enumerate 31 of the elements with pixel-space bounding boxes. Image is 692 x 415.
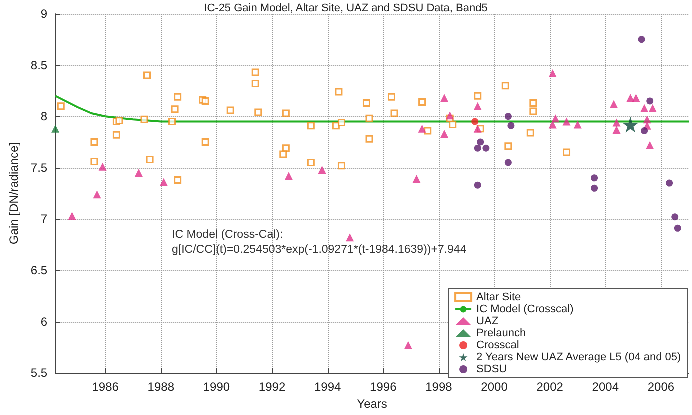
x-tick-label: 1996	[370, 380, 398, 394]
x-tick-label: 1994	[314, 380, 342, 394]
y-tick-label: 9	[40, 7, 48, 21]
y-tick-label: 6	[40, 314, 48, 329]
annotation: g[IC/CC](t)=0.254503*exp(-1.09271*(t-1984.1639))+7.944	[172, 244, 468, 256]
chart-title: IC-25 Gain Model, Altar Site, UAZ and SDSU Data, Band5	[204, 2, 488, 14]
y-axis-title: Gain [DN/radiance]	[7, 142, 21, 245]
y-tick-label: 8.5	[30, 58, 48, 72]
y-tick-label: 6.5	[30, 264, 48, 278]
x-tick-label: 1998	[426, 380, 453, 394]
y-tick-label: 7.5	[30, 160, 48, 175]
x-tick-label: 2000	[481, 380, 508, 394]
x-tick-label: 2002	[536, 380, 564, 394]
x-tick-label: 1990	[203, 380, 230, 394]
annotation: IC Model (Cross-Cal):	[172, 229, 284, 241]
legend-label: SDSU	[476, 364, 508, 376]
x-axis-title: Years	[357, 397, 388, 411]
x-tick-label: 1992	[258, 380, 286, 394]
y-tick-label: 5.5	[30, 366, 48, 380]
x-tick-label: 1986	[92, 380, 120, 394]
y-tick-label: 7	[40, 212, 48, 226]
legend-label: 2 Years New UAZ Average L5 (04 and 05)	[476, 352, 682, 364]
x-tick-label: 2004	[592, 380, 620, 394]
legend-label: Altar Site	[476, 292, 522, 304]
legend-label: UAZ	[476, 316, 499, 328]
x-tick-label: 1988	[148, 380, 175, 394]
legend-label: Crosscal	[476, 340, 520, 352]
y-tick-label: 8	[40, 110, 48, 124]
x-tick-label: 2006	[648, 380, 675, 394]
legend-label: Prelaunch	[476, 328, 526, 340]
legend-label: IC Model (Crosscal)	[476, 304, 574, 316]
